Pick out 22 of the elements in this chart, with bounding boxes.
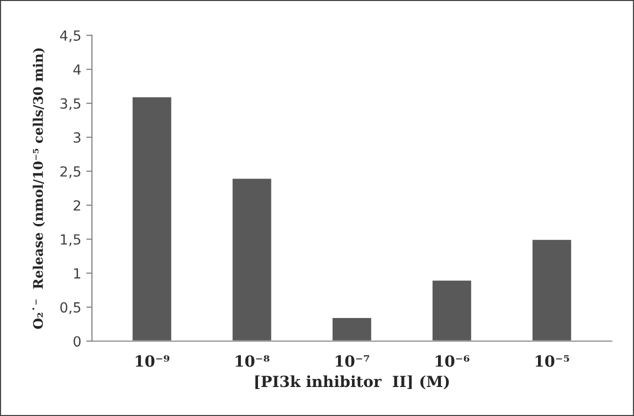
y-tick-label: 0	[74, 336, 81, 347]
bar	[231, 177, 273, 342]
x-tick-label: 10⁻⁹	[136, 355, 170, 367]
y-tick-label: 2	[74, 200, 80, 211]
bar	[431, 279, 473, 342]
y-tick-label: 3	[74, 132, 80, 143]
x-tick-label: 10⁻⁸	[236, 355, 270, 367]
y-tick-label: 0,5	[60, 302, 80, 314]
y-axis-title: O₂˙⁻ Release (nmol/10⁻⁵ cells/30 min)	[32, 48, 45, 329]
y-tick-label: 1,5	[60, 234, 80, 246]
y-tick-label: 3,5	[60, 98, 80, 110]
x-tick-label: 10⁻⁶	[436, 355, 470, 367]
x-axis-title: [PI3k inhibitor II] (M)	[255, 375, 449, 390]
y-tick-label: 1	[74, 268, 80, 278]
bar	[531, 238, 573, 342]
bar	[131, 96, 173, 342]
bar	[331, 316, 373, 342]
y-tick-label: 4,5	[60, 30, 80, 42]
x-tick-label: 10⁻⁵	[536, 355, 570, 367]
y-tick-label: 2,5	[60, 166, 80, 178]
x-tick-label: 10⁻⁷	[336, 355, 370, 367]
y-tick-label: 4	[73, 64, 81, 75]
